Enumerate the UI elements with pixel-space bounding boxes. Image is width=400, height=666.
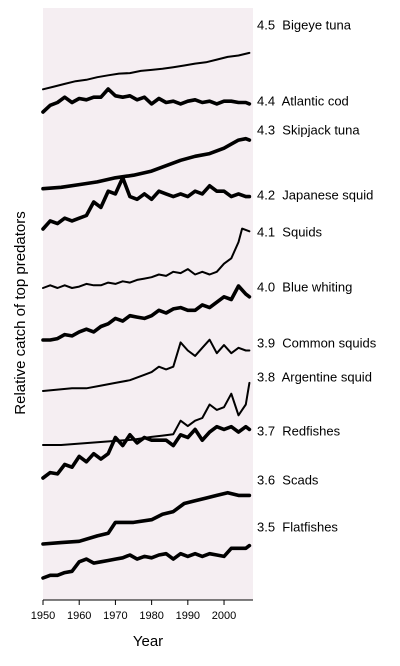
series-line-5 xyxy=(42,227,251,289)
x-tick-label-1950: 1950 xyxy=(31,610,55,622)
series-line-8 xyxy=(42,381,251,446)
x-tick-label-1980: 1980 xyxy=(139,610,163,622)
series-line-6 xyxy=(41,284,252,342)
series-line-4 xyxy=(41,175,252,231)
y-axis-title: Relative catch of top predators xyxy=(12,211,29,414)
series-layer xyxy=(41,51,252,580)
series-label-2: 4.4 Atlantic cod xyxy=(257,93,349,108)
series-label-1: 4.5 Bigeye tuna xyxy=(257,17,352,32)
series-line-9 xyxy=(41,424,252,480)
series-label-6: 4.0 Blue whiting xyxy=(257,279,352,294)
series-label-3: 4.3 Skipjack tuna xyxy=(257,122,360,137)
series-label-8: 3.8 Argentine squid xyxy=(257,369,372,384)
series-line-11 xyxy=(41,543,252,580)
series-label-7: 3.9 Common squids xyxy=(257,335,377,350)
series-label-4: 4.2 Japanese squid xyxy=(257,187,373,202)
series-line-3 xyxy=(41,136,252,191)
series-label-11: 3.5 Flatfishes xyxy=(257,519,338,534)
series-label-layer: 4.5 Bigeye tuna 4.4 Atlantic cod 4.3 Skipj… xyxy=(257,17,377,534)
series-label-9: 3.7 Redfishes xyxy=(257,423,341,438)
series-label-5: 4.1 Squids xyxy=(257,224,323,239)
series-line-7 xyxy=(42,338,251,392)
series-label-10: 3.6 Scads xyxy=(257,472,319,487)
x-tick-label-2000: 2000 xyxy=(212,610,236,622)
x-tick-label-1990: 1990 xyxy=(176,610,200,622)
x-tick-label-1970: 1970 xyxy=(103,610,127,622)
x-tick-label-1960: 1960 xyxy=(67,610,91,622)
series-line-2 xyxy=(41,87,252,114)
x-tick-layer: 1950 1960 1970 1980 1990 2000 xyxy=(31,600,236,622)
x-axis-title: Year xyxy=(133,633,163,650)
plot-panel xyxy=(43,8,253,600)
series-line-1 xyxy=(42,51,251,91)
series-line-10 xyxy=(41,490,252,546)
